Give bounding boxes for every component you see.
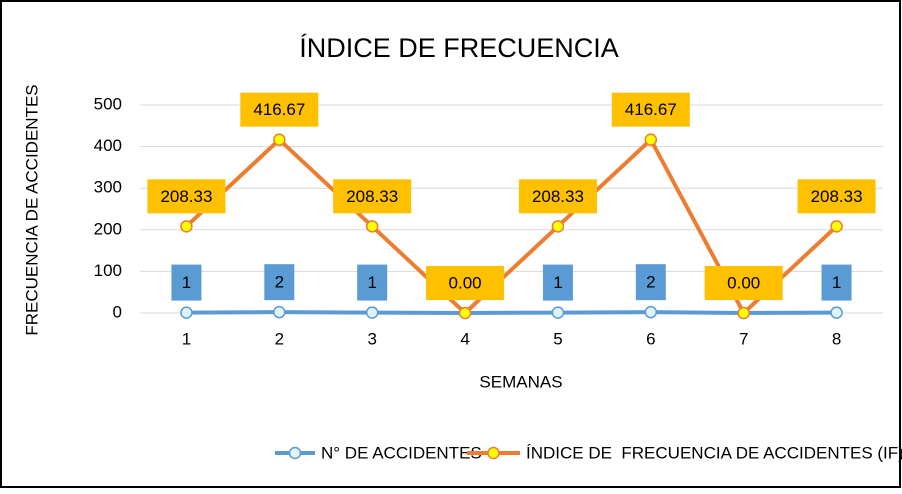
- x-tick-label: 4: [460, 329, 469, 348]
- y-tick-label: 100: [94, 261, 122, 280]
- line-marker: [830, 220, 843, 233]
- data-label-box: [797, 179, 876, 214]
- data-label-box: [147, 179, 226, 214]
- y-tick-label: 300: [94, 178, 122, 197]
- legend-label: N° DE ACCIDENTES: [321, 443, 482, 462]
- data-label: 0.00: [727, 273, 760, 292]
- y-tick-label: 200: [94, 219, 122, 238]
- line-marker: [644, 133, 658, 146]
- data-label-box: [518, 179, 597, 214]
- x-tick-label: 8: [832, 329, 841, 348]
- line-marker: [830, 306, 843, 319]
- data-label: 1: [553, 273, 562, 292]
- data-label-box: [821, 264, 852, 301]
- line-marker: [551, 306, 565, 319]
- data-label: 2: [646, 273, 655, 292]
- x-tick-label: 6: [646, 329, 655, 348]
- data-label: 208.33: [811, 187, 863, 206]
- x-tick-label: 3: [367, 329, 376, 348]
- data-label: 1: [367, 273, 376, 292]
- legend-label: ÍNDICE DE FRECUENCIA DE ACCIDENTES (IF): [526, 443, 902, 462]
- x-axis-label: SEMANAS: [479, 372, 562, 391]
- data-label-box: [357, 264, 388, 301]
- line-marker: [180, 220, 193, 233]
- data-label-box: [171, 264, 202, 301]
- x-tick-label: 2: [275, 329, 284, 348]
- line-marker: [273, 133, 286, 146]
- legend-marker: [288, 446, 302, 460]
- data-label: 208.33: [160, 187, 212, 206]
- x-tick-label: 7: [739, 329, 748, 348]
- line-marker: [180, 306, 193, 319]
- x-tick-label: 1: [182, 329, 191, 348]
- line-marker: [365, 220, 379, 233]
- y-tick-label: 500: [94, 94, 122, 113]
- line-marker: [273, 305, 286, 319]
- line-marker: [365, 306, 379, 319]
- line-series: [186, 310, 837, 315]
- data-label: 1: [182, 273, 191, 292]
- line-marker: [644, 305, 658, 319]
- data-label-box: [333, 179, 412, 214]
- data-label: 208.33: [532, 187, 584, 206]
- x-tick-label: 5: [553, 329, 562, 348]
- data-label-box: [240, 92, 319, 127]
- data-label: 208.33: [346, 187, 398, 206]
- data-label: 1: [832, 273, 841, 292]
- line-marker: [551, 220, 565, 233]
- data-label-box: [635, 264, 666, 301]
- line-marker: [458, 306, 472, 320]
- data-label-box: [264, 264, 295, 301]
- data-label: 2: [275, 273, 284, 292]
- line-marker: [737, 306, 750, 320]
- y-tick-label: 0: [113, 302, 122, 321]
- data-label-box: [704, 266, 783, 300]
- data-label-box: [426, 266, 505, 300]
- data-label: 416.67: [625, 100, 677, 119]
- chart-title: ÍNDICE DE FRECUENCIA: [299, 33, 619, 63]
- data-label: 0.00: [449, 273, 482, 292]
- y-axis-label: FRECUENCIA DE ACCIDENTES: [22, 84, 41, 335]
- data-label: 416.67: [253, 100, 305, 119]
- y-tick-label: 400: [94, 136, 122, 155]
- data-label-box: [611, 92, 690, 127]
- data-label-box: [542, 264, 573, 301]
- legend-marker: [487, 446, 500, 460]
